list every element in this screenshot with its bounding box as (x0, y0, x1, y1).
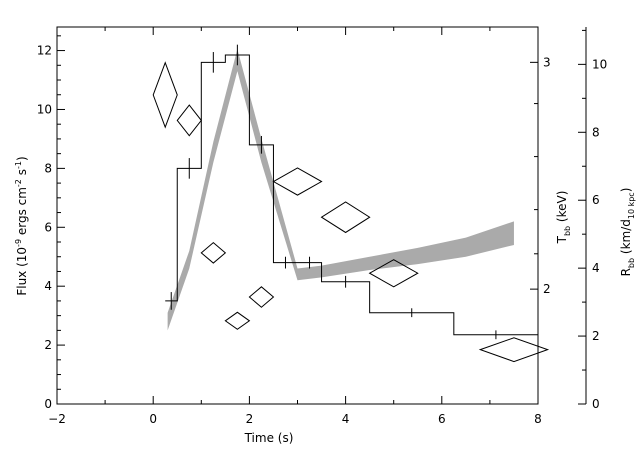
x-axis-ticks: −2 0 2 4 6 8 (48, 27, 542, 426)
y-left-tick-label: 2 (44, 338, 52, 352)
radius-diamonds (152, 61, 550, 363)
x-tick-label: −2 (48, 412, 66, 426)
x-tick-label: 2 (246, 412, 254, 426)
radius-diamond (368, 259, 419, 288)
flux-step-line (165, 54, 538, 336)
y-right2-tick-label: 0 (592, 397, 600, 411)
x-tick-label: 8 (534, 412, 542, 426)
x-tick-label: 4 (342, 412, 350, 426)
radius-diamond (272, 167, 323, 196)
y-left-axis-label: Flux (10-9 ergs cm-2 s-1) (14, 156, 29, 295)
y-left-axis-ticks: 0 2 4 6 8 10 12 (37, 35, 65, 411)
y-left-tick-label: 6 (44, 220, 52, 234)
x-tick-label: 0 (149, 412, 157, 426)
y-left-tick-label: 0 (44, 397, 52, 411)
y-left-tick-label: 4 (44, 279, 52, 293)
y-right-axes: 2 3 0 2 4 6 8 10 (530, 27, 607, 411)
y-right2-tick-label: 10 (592, 57, 607, 71)
radius-diamond (478, 337, 550, 363)
radius-diamond (248, 286, 275, 308)
y-left-tick-label: 12 (37, 44, 52, 58)
x-tick-label: 6 (438, 412, 446, 426)
y-right2-tick-label: 8 (592, 125, 600, 139)
y-right1-tick-label: 3 (543, 55, 551, 69)
radius-diamond (320, 201, 371, 234)
radius-diamond (176, 104, 202, 137)
y-right2-tick-label: 6 (592, 193, 600, 207)
flux-histogram (165, 44, 538, 340)
radius-diamond (200, 242, 227, 264)
y-right1-tick-label: 2 (543, 282, 551, 296)
y-right2-tick-label: 4 (592, 261, 600, 275)
plot-frame (56, 26, 539, 405)
radius-diamond (224, 311, 251, 330)
y-right1-axis-label: Tbb (keV) (555, 191, 572, 245)
y-right2-tick-label: 2 (592, 329, 600, 343)
temperature-band (167, 49, 514, 331)
y-left-tick-label: 10 (37, 102, 52, 116)
x-axis-label: Time (s) (244, 431, 294, 445)
radius-diamond (152, 61, 178, 129)
y-left-tick-label: 8 (44, 161, 52, 175)
y-right2-axis-label: Rbb (km/d10 kpc) (619, 188, 636, 277)
